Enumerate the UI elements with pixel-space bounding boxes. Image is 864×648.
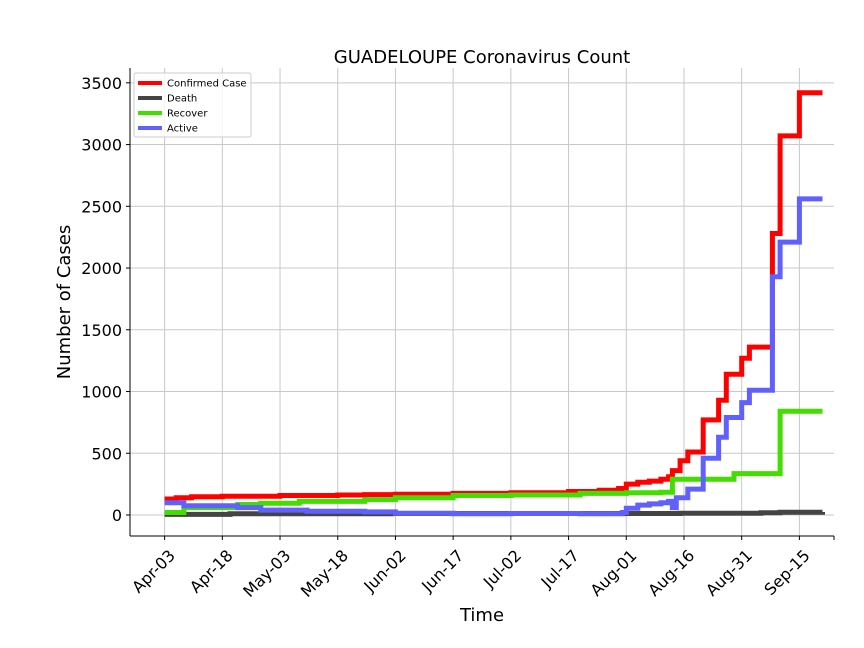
series-lines <box>164 90 825 517</box>
x-tick-label: Aug-01 <box>587 546 641 600</box>
y-tick-label: 1000 <box>81 383 122 402</box>
y-ticks: 0 500 1000 1500 2000 2500 3000 3500 <box>81 74 130 525</box>
x-tick-label: Jun-02 <box>359 546 409 596</box>
legend-box <box>133 72 252 138</box>
axes <box>129 68 834 537</box>
series-line-active <box>164 196 823 517</box>
series-line-confirmed-case <box>164 90 823 502</box>
x-tick-label: Sep-15 <box>760 546 813 599</box>
x-tick-label: Jun-17 <box>417 546 467 596</box>
y-tick-label: 500 <box>91 444 122 463</box>
legend-label-death: Death <box>167 94 197 105</box>
x-tick-label: Aug-31 <box>702 546 756 600</box>
x-ticks: Apr-03 Apr-18 May-03 May-18 Jun-02 Jun-17 Jul-… <box>128 536 835 601</box>
x-axis-label: Time <box>459 605 504 626</box>
legend-label-confirmed: Confirmed Case <box>167 79 247 90</box>
series-line-recover <box>164 408 823 515</box>
y-tick-label: 3500 <box>81 74 122 93</box>
x-tick-label: May-18 <box>297 546 352 601</box>
x-tick-label: Jul-17 <box>537 546 583 592</box>
x-tick-label: May-03 <box>239 546 294 601</box>
grid <box>130 68 834 536</box>
y-tick-label: 2500 <box>81 197 122 216</box>
legend-label-recover: Recover <box>167 109 208 120</box>
chart-title: GUADELOUPE Coronavirus Count <box>334 47 630 68</box>
y-tick-label: 2000 <box>81 259 122 278</box>
y-tick-label: 0 <box>112 506 122 525</box>
y-tick-label: 3000 <box>81 136 122 155</box>
x-tick-label: Aug-16 <box>644 546 698 600</box>
x-tick-label: Apr-18 <box>186 546 237 597</box>
legend: Confirmed Case Death Recover Active <box>133 72 252 138</box>
series-line-death <box>164 509 825 517</box>
legend-label-active: Active <box>167 124 198 135</box>
y-tick-label: 1500 <box>81 321 122 340</box>
x-tick-label: Jul-02 <box>479 546 525 592</box>
y-axis-label: Number of Cases <box>54 225 75 380</box>
x-tick-label: Apr-03 <box>128 546 179 597</box>
